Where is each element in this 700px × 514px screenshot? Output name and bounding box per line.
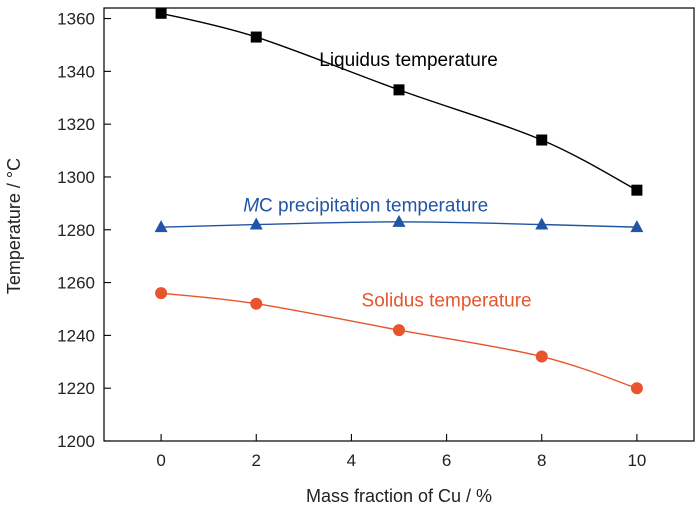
x-tick-label: 6 xyxy=(442,451,451,470)
x-tick-label: 0 xyxy=(156,451,165,470)
series-label: Solidus temperature xyxy=(362,290,532,311)
y-tick-label: 1320 xyxy=(57,115,95,134)
y-tick-label: 1240 xyxy=(57,326,95,345)
data-point xyxy=(393,84,405,96)
y-tick-label: 1200 xyxy=(57,432,95,451)
series-1: MC precipitation temperature xyxy=(154,195,644,233)
data-point xyxy=(249,217,263,230)
y-tick-label: 1220 xyxy=(57,379,95,398)
data-point xyxy=(393,324,405,337)
series-layer: Liquidus temperature MC precipitation tem… xyxy=(154,7,644,395)
data-point xyxy=(155,7,167,19)
y-tick-label: 1340 xyxy=(57,62,95,81)
data-point xyxy=(535,217,549,230)
y-axis: 1200 1220 1240 1260 1280 1300 1320 1340 1360 xyxy=(57,10,111,451)
x-tick-label: 8 xyxy=(537,451,546,470)
data-point xyxy=(154,220,168,233)
data-point xyxy=(250,31,262,43)
x-axis: 0 2 4 6 8 10 xyxy=(156,434,646,470)
plot-frame xyxy=(103,7,695,442)
series-label: Liquidus temperature xyxy=(319,50,498,71)
y-axis-title: Temperature / °C xyxy=(4,158,24,294)
series-line xyxy=(160,12,638,191)
data-point xyxy=(155,287,168,300)
x-axis-title: Mass fraction of Cu / % xyxy=(306,486,492,506)
data-point xyxy=(630,382,643,395)
data-point xyxy=(536,134,548,146)
y-tick-label: 1260 xyxy=(57,274,95,293)
y-tick-label: 1360 xyxy=(57,10,95,29)
data-point xyxy=(630,220,644,233)
y-tick-label: 1300 xyxy=(57,168,95,187)
series-2: Solidus temperature xyxy=(155,287,643,395)
x-tick-label: 2 xyxy=(252,451,261,470)
data-point xyxy=(535,350,548,363)
series-label: MC precipitation temperature xyxy=(243,195,488,216)
x-tick-label: 10 xyxy=(627,451,646,470)
x-tick-label: 4 xyxy=(347,451,356,470)
series-0: Liquidus temperature xyxy=(155,7,643,196)
data-point xyxy=(392,214,406,227)
data-point xyxy=(631,184,643,196)
data-point xyxy=(250,297,263,310)
y-tick-label: 1280 xyxy=(57,221,95,240)
